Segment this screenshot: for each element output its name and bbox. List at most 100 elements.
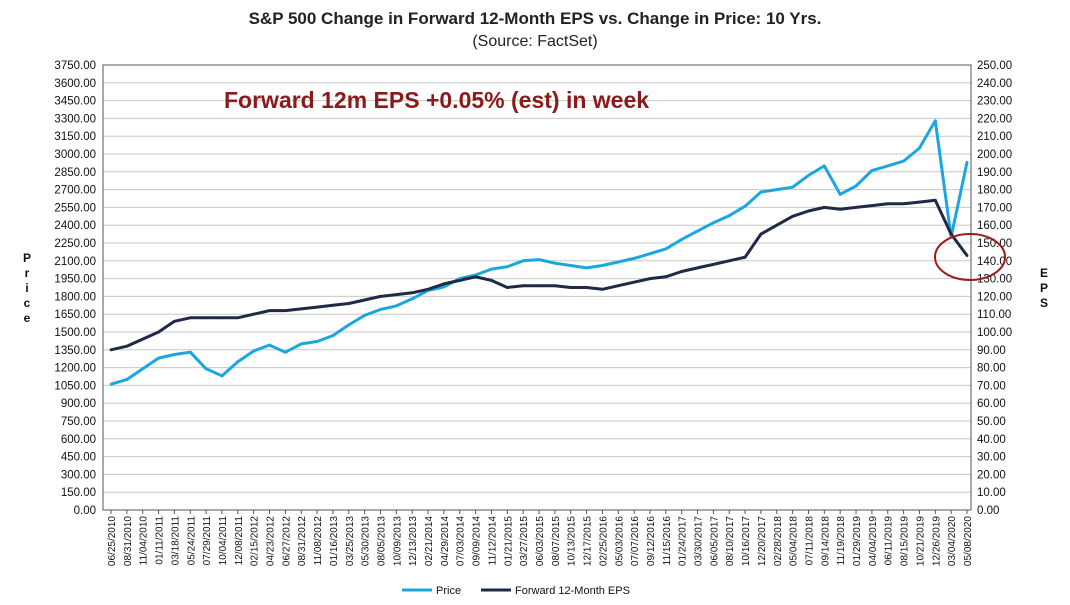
y-tick-left: 600.00 — [61, 434, 96, 446]
price-data-point — [394, 304, 398, 308]
y-tick-right: 230.00 — [977, 96, 1012, 108]
eps-series-line — [110, 198, 969, 352]
eps-data-point — [759, 232, 763, 236]
eps-data-point — [965, 254, 969, 257]
eps-data-point — [299, 307, 303, 311]
price-data-point — [204, 367, 208, 371]
x-tick-label: 02/28/2018 — [773, 516, 784, 566]
eps-data-point — [268, 309, 271, 313]
y-tick-right: 190.00 — [977, 167, 1012, 179]
x-tick-label: 12/20/2017 — [757, 516, 768, 566]
price-data-point — [886, 164, 890, 168]
y-tick-right: 220.00 — [977, 113, 1012, 125]
x-tick-label: 06/05/2017 — [709, 516, 720, 566]
x-tick-label: 02/21/2014 — [424, 516, 435, 566]
right-axis-ticks: 0.00 10.00 20.00 30.00 40.00 50.00 60.00 70.00 8… — [977, 60, 1012, 517]
eps-data-point — [553, 284, 557, 288]
x-tick-label: 08/31/2012 — [297, 516, 308, 566]
x-tick-label: 06/03/2015 — [535, 516, 546, 566]
eps-data-point — [601, 287, 604, 291]
price-data-point — [109, 382, 113, 386]
x-tick-label: 11/19/2018 — [836, 516, 847, 566]
chart-subtitle: (Source: FactSet) — [472, 33, 597, 50]
y-tick-right: 120.00 — [977, 291, 1012, 303]
y-tick-left: 2400.00 — [54, 220, 96, 232]
x-tick-label: 01/24/2017 — [678, 516, 689, 566]
y-tick-left: 3150.00 — [54, 131, 96, 143]
y-tick-right: 100.00 — [977, 327, 1012, 339]
x-tick-label: 04/29/2014 — [440, 516, 451, 566]
eps-data-point — [775, 223, 779, 227]
x-tick-label: 07/03/2014 — [456, 516, 467, 566]
x-tick-label: 02/15/2012 — [250, 516, 261, 566]
x-tick-label: 03/30/2017 — [694, 516, 705, 566]
eps-data-point — [236, 316, 240, 320]
x-tick-label: 06/25/2010 — [107, 516, 118, 566]
plot-area-border — [102, 64, 972, 511]
price-data-point — [569, 264, 573, 267]
eps-data-point — [474, 275, 477, 279]
x-tick-label: 05/24/2011 — [186, 516, 197, 566]
x-tick-label: 01/11/2011 — [155, 516, 166, 565]
y-tick-left: 450.00 — [61, 452, 96, 464]
price-data-point — [537, 258, 541, 262]
price-data-point — [632, 257, 636, 260]
price-series-line — [110, 119, 969, 386]
eps-data-point — [949, 232, 953, 236]
legend-label-eps: Forward 12-Month EPS — [515, 585, 630, 597]
y-tick-left: 2550.00 — [54, 202, 96, 214]
eps-data-point — [585, 286, 588, 289]
eps-data-point — [173, 319, 176, 323]
x-tick-label: 09/09/2014 — [472, 516, 483, 566]
price-data-point — [696, 229, 699, 233]
y-tick-left: 3450.00 — [54, 96, 96, 108]
x-tick-label: 04/23/2012 — [266, 516, 277, 566]
price-data-point — [141, 367, 145, 371]
y-tick-right: 180.00 — [977, 185, 1012, 197]
price-data-point — [236, 360, 240, 364]
y-tick-left: 900.00 — [61, 398, 96, 410]
eps-data-point — [347, 302, 351, 305]
price-data-point — [268, 343, 271, 347]
price-data-point — [299, 342, 303, 346]
price-data-point — [838, 192, 842, 196]
x-tick-label: 01/29/2019 — [852, 516, 863, 566]
eps-data-point — [569, 286, 573, 289]
x-tick-label: 06/27/2012 — [281, 516, 292, 566]
x-tick-label: 12/08/2011 — [234, 516, 245, 566]
x-tick-label: 12/13/2013 — [408, 516, 419, 566]
y-tick-left: 3750.00 — [54, 60, 96, 72]
x-tick-label: 05/03/2016 — [614, 516, 625, 566]
price-data-point — [347, 323, 351, 327]
y-tick-right: 210.00 — [977, 131, 1012, 143]
eps-data-point — [188, 316, 192, 320]
y-tick-right: 140.00 — [977, 256, 1012, 268]
x-tick-label: 10/09/2013 — [392, 516, 403, 566]
x-tick-label: 05/04/2018 — [789, 516, 800, 566]
price-data-point — [807, 173, 810, 177]
eps-data-point — [442, 282, 446, 286]
price-data-point — [870, 169, 874, 173]
x-tick-label: 01/16/2013 — [329, 516, 340, 566]
eps-data-point — [616, 284, 620, 288]
price-data-point — [173, 353, 176, 356]
price-data-point — [680, 238, 684, 241]
price-data-point — [616, 260, 620, 264]
x-tick-label: 03/25/2013 — [345, 516, 356, 566]
x-tick-label: 03/27/2015 — [519, 516, 530, 566]
price-data-point — [775, 188, 779, 192]
price-data-point — [521, 259, 525, 263]
x-tick-label: 07/29/2011 — [202, 516, 213, 566]
eps-data-point — [410, 291, 414, 295]
eps-data-point — [204, 316, 208, 320]
y-tick-right: 240.00 — [977, 78, 1012, 90]
price-data-point — [902, 159, 905, 163]
price-data-point — [854, 184, 858, 188]
price-data-point — [822, 164, 826, 168]
y-tick-left: 1650.00 — [54, 309, 96, 321]
y-tick-left: 1200.00 — [54, 363, 96, 375]
x-tick-label: 09/14/2018 — [820, 516, 831, 566]
eps-data-point — [711, 262, 715, 266]
y-tick-right: 110.00 — [977, 309, 1011, 321]
x-tick-label: 01/21/2015 — [503, 516, 514, 566]
